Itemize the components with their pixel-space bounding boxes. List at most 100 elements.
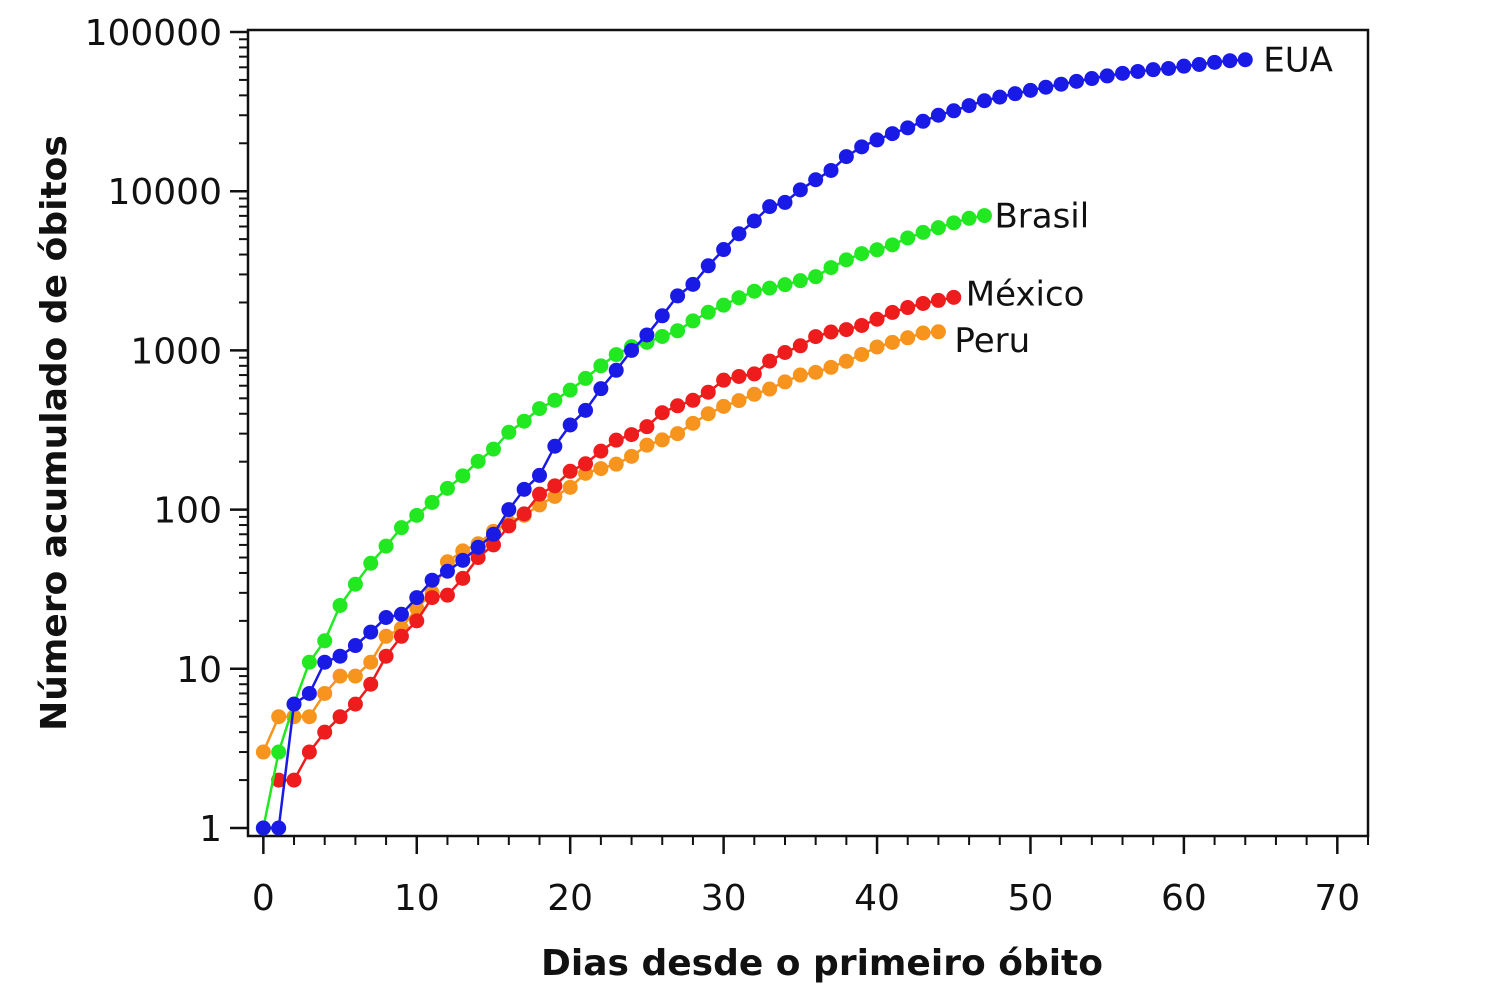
data-point-mexico	[593, 443, 609, 459]
data-point-brasil	[900, 230, 916, 246]
data-point-brasil	[593, 358, 609, 374]
data-point-mexico	[455, 570, 471, 586]
data-point-eua	[869, 132, 885, 148]
data-point-peru	[532, 497, 548, 513]
data-point-eua	[439, 563, 455, 579]
data-point-peru	[884, 334, 900, 350]
y-tick-label: 1	[199, 809, 222, 850]
data-point-eua	[1130, 63, 1146, 79]
series-layer: Peru México Brasil EUA	[255, 41, 1333, 836]
data-point-eua	[792, 182, 808, 198]
data-point-eua	[1222, 53, 1238, 69]
data-point-mexico	[884, 304, 900, 320]
data-point-brasil	[746, 283, 762, 299]
x-tick-label: 20	[547, 878, 593, 919]
data-point-mexico	[363, 676, 379, 692]
data-point-peru	[608, 456, 624, 472]
data-point-eua	[393, 606, 409, 622]
data-point-brasil	[485, 441, 501, 457]
data-point-brasil	[777, 277, 793, 293]
data-point-brasil	[501, 424, 517, 440]
data-point-peru	[716, 398, 732, 414]
data-point-mexico	[777, 345, 793, 361]
data-point-brasil	[516, 413, 532, 429]
data-point-brasil	[393, 520, 409, 536]
data-point-peru	[915, 325, 931, 341]
data-point-eua	[1099, 68, 1115, 84]
data-point-eua	[915, 113, 931, 129]
data-point-brasil	[378, 538, 394, 554]
data-point-brasil	[409, 507, 425, 523]
data-point-eua	[976, 93, 992, 109]
data-point-eua	[808, 172, 824, 188]
data-point-eua	[516, 481, 532, 497]
data-point-peru	[547, 488, 563, 504]
data-point-eua	[301, 685, 317, 701]
data-point-peru	[869, 339, 885, 355]
data-point-brasil	[762, 280, 778, 296]
series-mexico: México	[271, 274, 1084, 788]
data-point-mexico	[915, 295, 931, 311]
data-point-brasil	[946, 215, 962, 231]
data-point-eua	[271, 820, 287, 836]
data-point-eua	[961, 98, 977, 114]
x-tick-label: 10	[394, 878, 440, 919]
data-point-eua	[1007, 86, 1023, 102]
series-peru: Peru	[255, 321, 1030, 760]
data-point-eua	[639, 327, 655, 343]
data-point-peru	[639, 437, 655, 453]
data-point-eua	[762, 199, 778, 215]
data-point-eua	[286, 696, 302, 712]
data-point-eua	[1038, 79, 1054, 95]
data-point-peru	[347, 668, 363, 684]
data-point-peru	[562, 479, 578, 495]
data-point-eua	[731, 226, 747, 242]
data-point-brasil	[961, 210, 977, 226]
data-point-brasil	[654, 328, 670, 344]
data-point-mexico	[347, 696, 363, 712]
data-point-eua	[1084, 71, 1100, 87]
data-point-eua	[777, 194, 793, 210]
data-point-brasil	[301, 654, 317, 670]
data-point-brasil	[347, 576, 363, 592]
data-point-mexico	[439, 587, 455, 603]
data-point-mexico	[485, 537, 501, 553]
data-point-mexico	[654, 405, 670, 421]
data-point-peru	[792, 367, 808, 383]
data-point-peru	[854, 346, 870, 362]
data-point-peru	[317, 685, 333, 701]
data-point-mexico	[731, 368, 747, 384]
data-point-eua	[317, 654, 333, 670]
data-point-peru	[746, 386, 762, 402]
series-line-brasil	[262, 214, 985, 829]
data-point-peru	[654, 432, 670, 448]
data-point-mexico	[792, 338, 808, 354]
minor-ticks	[239, 38, 1369, 845]
data-point-eua	[685, 276, 701, 292]
data-point-brasil	[547, 392, 563, 408]
data-point-peru	[700, 406, 716, 422]
data-point-peru	[363, 654, 379, 670]
data-point-eua	[884, 126, 900, 142]
data-point-peru	[838, 353, 854, 369]
data-point-mexico	[716, 372, 732, 388]
data-point-mexico	[547, 478, 563, 494]
data-point-peru	[593, 461, 609, 477]
series-brasil: Brasil	[255, 197, 1089, 836]
series-line-eua	[263, 58, 1246, 830]
data-point-peru	[731, 393, 747, 409]
data-point-mexico	[301, 744, 317, 760]
data-point-eua	[946, 103, 962, 119]
data-point-mexico	[808, 329, 824, 345]
data-point-peru	[255, 744, 271, 760]
data-point-peru	[823, 359, 839, 375]
data-point-peru	[930, 324, 946, 340]
data-point-eua	[1068, 73, 1084, 89]
x-axis-title: Dias desde o primeiro óbito	[541, 943, 1103, 984]
y-tick-label: 100	[153, 491, 222, 532]
series-label-brasil: Brasil	[994, 197, 1089, 237]
data-point-eua	[1207, 54, 1223, 70]
data-point-brasil	[976, 208, 992, 224]
data-point-mexico	[409, 613, 425, 629]
data-point-eua	[470, 539, 486, 555]
